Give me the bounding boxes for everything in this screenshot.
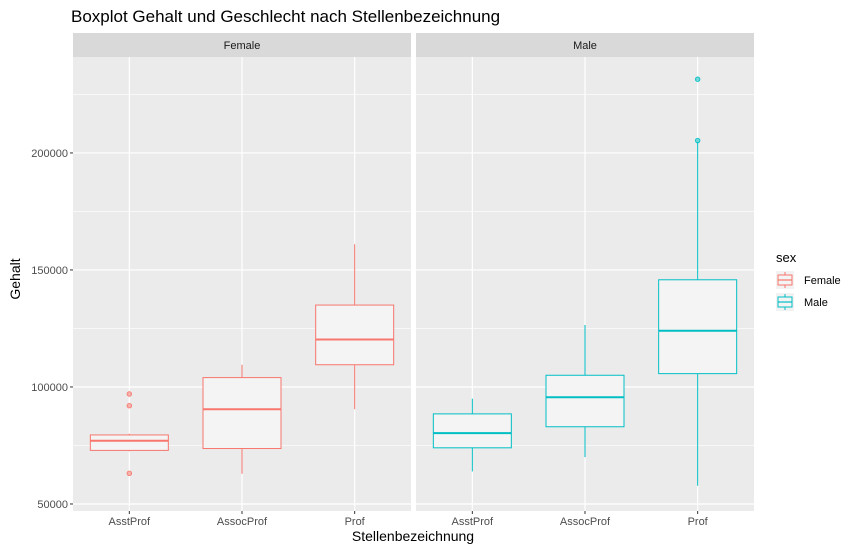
facet-strip (73, 33, 411, 57)
legend-label: Male (804, 297, 828, 309)
chart-title: Boxplot Gehalt und Geschlecht nach Stell… (71, 7, 500, 26)
box-female-prof (315, 244, 395, 410)
facet-panels: Female Male (73, 33, 754, 511)
x-tick-label: AsstProf (452, 516, 495, 528)
box-iqr (432, 413, 512, 449)
x-axis-title: Stellenbezeichnung (352, 528, 474, 544)
box-female-assocprof (202, 364, 282, 474)
facet-panel-female: Female (73, 33, 411, 511)
facet-strip-label: Male (573, 40, 597, 52)
box-iqr (89, 434, 169, 451)
outlier-point (694, 137, 701, 144)
legend-item-male: Male (776, 293, 828, 311)
x-tick-label: Prof (688, 516, 709, 528)
x-axis: AsstProf AssocProf Prof AsstProf AssocProf Pr… (109, 511, 709, 528)
y-axis-title: Gehalt (7, 258, 23, 299)
outlier-point (694, 76, 701, 82)
box-iqr (545, 374, 625, 428)
y-tick-label: 50000 (37, 499, 68, 511)
legend-title: sex (776, 250, 797, 265)
box-iqr (202, 377, 282, 450)
x-tick-label: AssocProf (560, 516, 611, 528)
facet-panel-male: Male (416, 33, 754, 511)
legend-item-female: Female (776, 271, 841, 289)
outlier-point (126, 470, 133, 477)
x-tick-label: AsstProf (109, 516, 152, 528)
y-axis: 50000 100000 150000 200000 (31, 148, 73, 511)
facet-strip-label: Female (224, 40, 261, 52)
box-male-asstprof (432, 398, 512, 472)
box-male-prof (658, 76, 738, 486)
y-tick-label: 150000 (31, 265, 68, 277)
legend-label: Female (804, 275, 841, 287)
box-iqr (315, 304, 395, 366)
outlier-point (126, 391, 133, 397)
y-tick-label: 100000 (31, 382, 68, 394)
box-iqr (658, 279, 738, 375)
box-female-asstprof (89, 391, 169, 477)
y-tick-label: 200000 (31, 148, 68, 160)
box-male-assocprof (545, 324, 625, 458)
x-tick-label: Prof (345, 516, 366, 528)
outlier-point (126, 402, 133, 409)
facet-strip (416, 33, 754, 57)
x-tick-label: AssocProf (217, 516, 268, 528)
legend: sex Female Male (776, 250, 841, 311)
